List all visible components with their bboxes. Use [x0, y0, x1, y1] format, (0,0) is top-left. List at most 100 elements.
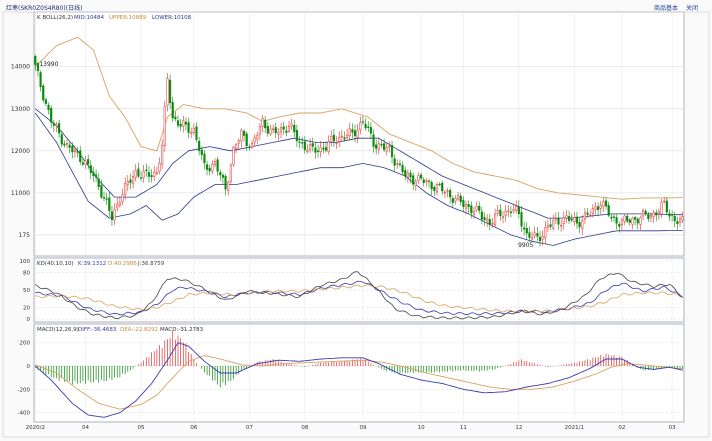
candle-body: [470, 205, 473, 214]
kd-ytick-label: 50: [23, 288, 30, 294]
candle-body: [655, 212, 658, 216]
candle-body: [430, 181, 433, 190]
candle-body: [499, 209, 502, 217]
candle-body: [441, 182, 444, 192]
candle-body: [396, 163, 399, 165]
candle-body: [142, 170, 145, 178]
candle-body: [52, 122, 55, 126]
kd-ytick-label: 20: [23, 305, 30, 311]
candle-body: [578, 222, 581, 228]
candle-body: [102, 197, 106, 199]
candle-body: [604, 200, 608, 207]
x-tick-label: 10: [418, 425, 425, 431]
candle-body: [242, 131, 246, 136]
candle-body: [597, 206, 600, 210]
candle-body: [95, 174, 98, 178]
candle-body: [512, 209, 515, 212]
candle-body: [631, 218, 634, 225]
candle-body: [229, 164, 232, 182]
product-info-link[interactable]: 商品基本: [654, 5, 679, 12]
candle-body: [581, 220, 584, 229]
candle-body: [575, 216, 579, 224]
candle-body: [383, 143, 386, 150]
candle-body: [507, 210, 510, 212]
candle-body: [459, 195, 462, 203]
candle-body: [457, 195, 460, 200]
candle-body: [364, 123, 367, 129]
kd-ytick-label: 0: [27, 317, 31, 323]
candle-body: [129, 179, 132, 183]
x-tick-label: 08: [301, 425, 308, 431]
candle-body: [97, 178, 100, 187]
candle-body: [385, 147, 388, 152]
panel-frame-0: [33, 11, 685, 257]
candle-body: [531, 237, 534, 240]
candle-body: [253, 137, 256, 143]
candle-body: [644, 210, 647, 215]
candle-body: [641, 210, 645, 217]
candle-body: [293, 124, 296, 133]
candle-body: [478, 205, 481, 211]
candle-body: [34, 55, 37, 65]
candle-body: [573, 217, 576, 222]
candle-body: [567, 216, 571, 221]
candle-body: [649, 215, 653, 218]
candle-body: [58, 123, 61, 134]
top-bar: 红枣(SKR0Z0S4R80)(日线) 商品基本 关闭: [0, 0, 712, 14]
candle-body: [359, 122, 362, 130]
candle-body: [552, 220, 555, 229]
kd-j-label: J:36.8759: [137, 261, 165, 267]
candle-body: [494, 213, 497, 226]
candle-body: [147, 172, 151, 177]
candle-body: [285, 130, 288, 133]
candle-body: [190, 131, 193, 134]
candle-body: [338, 137, 341, 142]
candle-body: [538, 236, 542, 242]
close-link[interactable]: 关闭: [686, 5, 699, 12]
candle-body: [612, 216, 616, 218]
kd-ytick-label: 100: [20, 259, 31, 265]
macd-value-label: MACD:-31.2783: [160, 327, 204, 333]
candle-body: [200, 149, 203, 155]
candle-body: [589, 214, 592, 217]
candle-body: [311, 143, 314, 147]
candle-body: [306, 149, 309, 152]
candle-body: [330, 136, 333, 142]
candle-body: [520, 212, 523, 227]
candle-body: [89, 165, 92, 174]
candle-body: [55, 124, 58, 127]
candle-body: [232, 147, 235, 165]
candle-body: [121, 194, 124, 202]
candle-body: [50, 108, 53, 123]
x-tick-label: 06: [190, 425, 197, 431]
candle-body: [290, 123, 293, 127]
candle-body: [256, 135, 259, 140]
kd-line-j: [35, 271, 683, 320]
candle-body: [126, 181, 129, 186]
candle-body: [372, 134, 375, 147]
outer-frame: [2, 11, 710, 438]
candle-body: [274, 127, 277, 133]
candle-body: [219, 172, 222, 176]
candle-body: [591, 208, 594, 214]
chart-title: 红枣(SKR0Z0S4R80)(日线): [6, 5, 83, 12]
candle-body: [116, 203, 119, 209]
x-tick-label: 12: [515, 425, 522, 431]
candle-body: [42, 85, 45, 101]
price-ytick-label: 175: [19, 232, 31, 239]
candle-body: [380, 143, 383, 146]
candle-body: [261, 118, 264, 127]
candle-body: [660, 202, 663, 214]
candle-body: [388, 145, 391, 148]
candle-body: [221, 174, 224, 178]
candle-body: [187, 122, 190, 133]
candle-body: [560, 224, 563, 227]
candle-body: [676, 221, 679, 225]
candle-body: [565, 215, 568, 219]
candle-body: [319, 146, 322, 153]
macd-dea-line: [35, 355, 683, 410]
price-panel-label: K BOLL(26,2): [37, 15, 73, 21]
candle-body: [657, 211, 660, 215]
candle-body: [303, 141, 306, 151]
